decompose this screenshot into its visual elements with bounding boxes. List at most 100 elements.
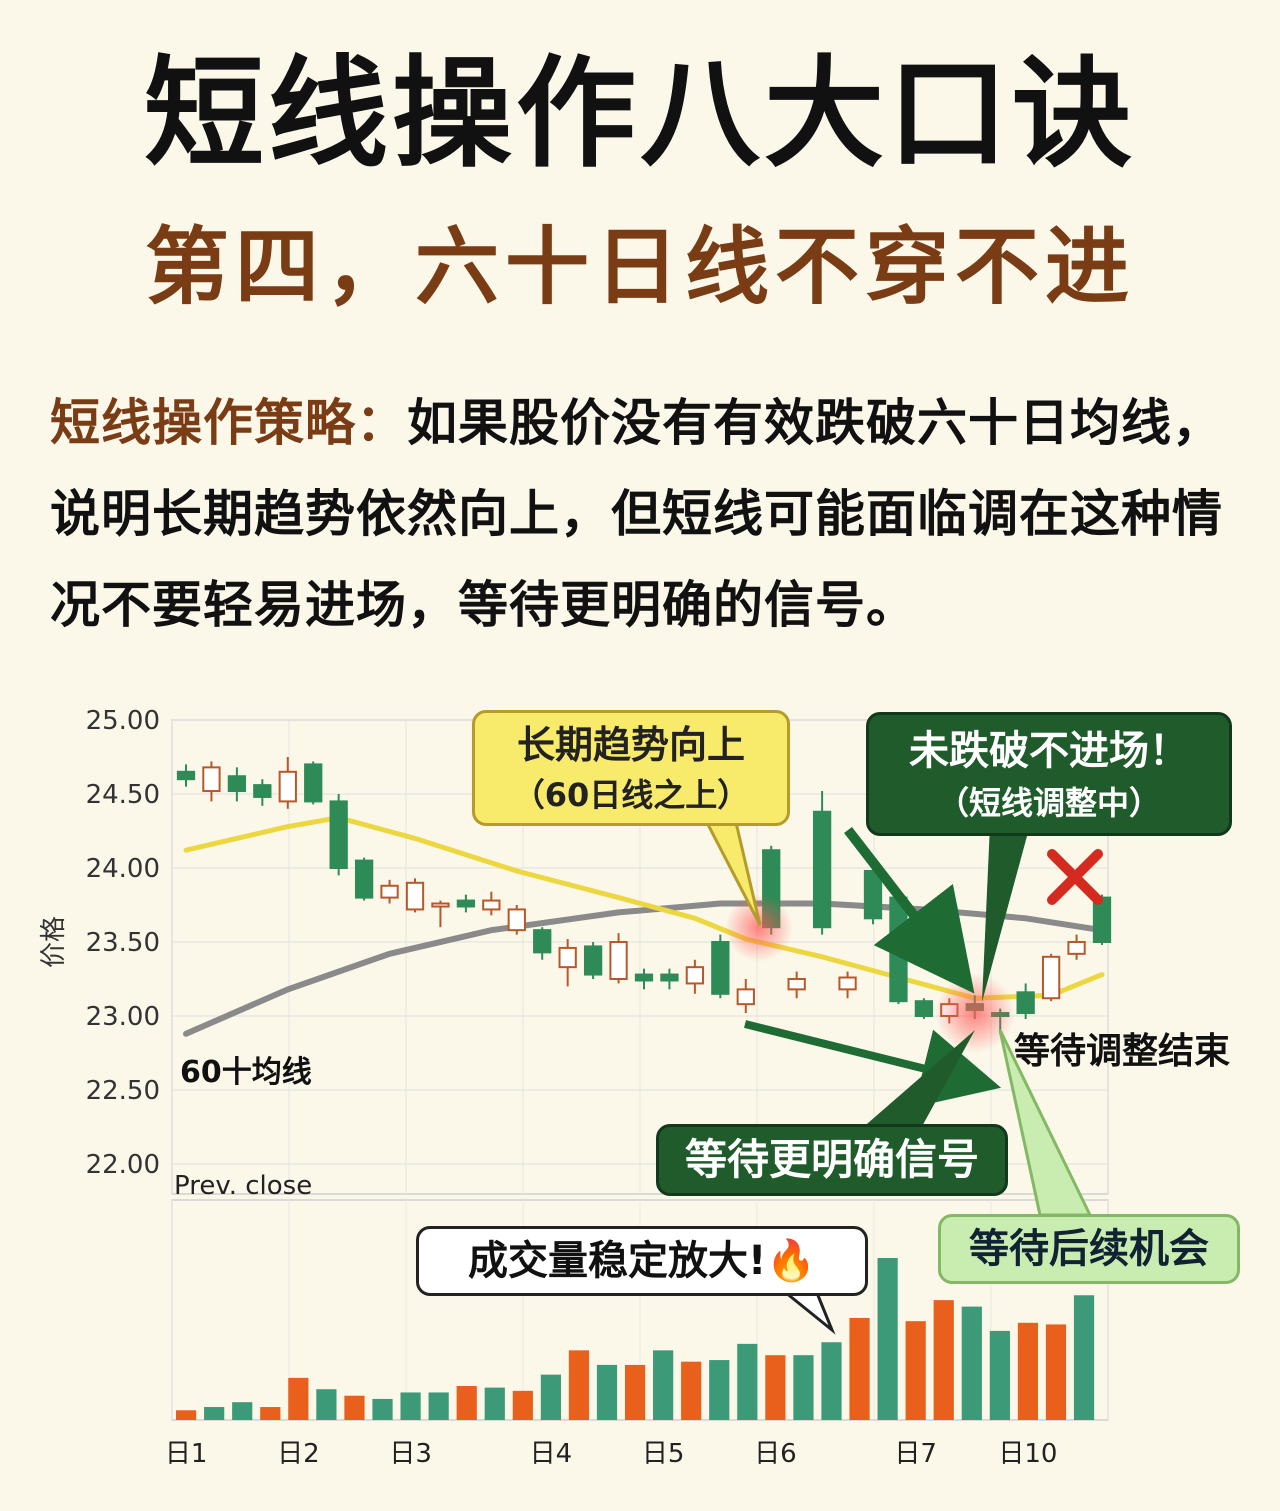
candle-body — [202, 766, 221, 793]
volume-bar — [737, 1343, 758, 1420]
candle-body — [482, 899, 501, 911]
candle-body — [736, 988, 755, 1006]
candle-body — [914, 1000, 934, 1018]
volume-bar — [344, 1395, 365, 1420]
callout-wait-adjust: 等待调整结束 — [1014, 1031, 1231, 1072]
volume-bar — [1073, 1295, 1095, 1420]
prev-close-label: Prev. close — [174, 1171, 312, 1201]
callout-pointer — [860, 1030, 975, 1130]
volume-bar — [1017, 1322, 1039, 1420]
candle-body — [1016, 991, 1035, 1015]
candle-body — [278, 770, 297, 803]
volume-bar — [288, 1377, 309, 1420]
volume-bar — [316, 1389, 337, 1420]
volume-bar — [877, 1258, 898, 1420]
arrow-to-uptrend — [844, 826, 975, 994]
volume-bar — [540, 1374, 561, 1420]
candle-body — [329, 800, 348, 869]
callout-volume: 成交量稳定放大!🔥 — [416, 1226, 868, 1296]
page-title: 短线操作八大口诀 — [144, 45, 1136, 184]
x-axis-labels: 日1 日2 日3 日4 日5 日6 日7 日10 — [165, 1439, 1058, 1469]
candle-body — [1041, 955, 1061, 1000]
y-tick-label: 23.00 — [86, 1002, 160, 1032]
x-tick-label: 日6 — [754, 1439, 797, 1469]
candle-body — [711, 941, 730, 995]
y-tick-label: 22.00 — [86, 1150, 160, 1180]
volume-bar — [849, 1317, 870, 1420]
strategy-body: 如果股价没有有效跌破六十日均线，说明长期趋势依然向上，但短线可能面临调在这种情况… — [50, 394, 1223, 634]
volume-bar — [1045, 1324, 1067, 1420]
x-tick-label: 日3 — [389, 1439, 432, 1469]
volume-bars — [176, 1258, 1095, 1420]
callout-no-break-line2: （短线调整中） — [936, 784, 1161, 822]
volume-bar — [512, 1390, 533, 1420]
callout-wait-opportunity: 等待后续机会 — [938, 1214, 1240, 1284]
volume-bar — [989, 1330, 1010, 1420]
volume-bar — [568, 1350, 590, 1420]
volume-bar — [372, 1398, 393, 1420]
volume-bar — [232, 1402, 253, 1420]
x-tick-label: 日10 — [998, 1439, 1057, 1469]
callout-no-break-line1: 未跌破不进场！ — [909, 728, 1189, 774]
candle-body — [176, 770, 196, 781]
y-tick-label: 23.50 — [86, 928, 160, 958]
y-tick-label: 24.00 — [86, 854, 160, 884]
volume-bar — [933, 1300, 954, 1420]
volume-bar — [484, 1387, 505, 1420]
ma-line-gray — [183, 900, 1105, 1037]
candle-body — [685, 966, 705, 985]
volume-bar — [709, 1360, 730, 1420]
candle-body — [507, 908, 526, 932]
volume-bar — [624, 1364, 646, 1420]
page-subtitle: 第四，六十日线不穿不进 — [144, 218, 1135, 316]
candle-body — [354, 859, 374, 899]
volume-bar — [400, 1392, 421, 1420]
callout-uptrend: 长期趋势向上 （60日线之上） — [472, 710, 790, 826]
x-tick-label: 日5 — [642, 1439, 685, 1469]
volume-bar — [653, 1350, 674, 1420]
callout-wait-signal: 等待更明确信号 — [656, 1124, 1008, 1196]
candle-body — [405, 881, 425, 911]
x-tick-label: 日4 — [530, 1439, 573, 1469]
callout-pointer — [982, 825, 1030, 1002]
x-tick-label: 日1 — [165, 1439, 208, 1469]
candle-body — [812, 810, 832, 929]
candle-body — [583, 945, 603, 976]
volume-bar — [428, 1392, 449, 1420]
callout-uptrend-line1: 长期趋势向上 — [516, 723, 745, 767]
volume-bar — [596, 1364, 618, 1420]
strategy-paragraph: 短线操作策略：如果股价没有有效跌破六十日均线，说明长期趋势依然向上，但短线可能面… — [50, 378, 1260, 651]
candle-body — [253, 784, 272, 798]
candle-body — [304, 763, 323, 803]
x-tick-label: 日2 — [277, 1439, 320, 1469]
volume-bar — [765, 1355, 786, 1420]
candle-body — [533, 929, 552, 954]
volume-bar — [821, 1342, 842, 1420]
candle-body — [1067, 941, 1086, 955]
candle-body — [787, 978, 806, 991]
candle-body — [558, 946, 577, 969]
candle-body — [609, 941, 628, 980]
ma-label: 60十均线 — [180, 1055, 312, 1090]
red-cross-icon — [1047, 849, 1103, 905]
y-tick-label: 22.50 — [86, 1076, 160, 1106]
volume-bar — [176, 1410, 197, 1420]
volume-bar — [456, 1385, 477, 1420]
callout-uptrend-line2: （60日线之上） — [512, 776, 750, 814]
y-tick-label: 25.00 — [86, 706, 160, 736]
volume-bar — [681, 1361, 702, 1420]
candle-body — [380, 884, 399, 899]
volume-bar — [905, 1321, 926, 1420]
candle-body — [431, 902, 450, 908]
x-tick-label: 日7 — [894, 1439, 937, 1469]
candle-body — [660, 973, 679, 982]
candle-body — [634, 973, 654, 982]
strategy-lead: 短线操作策略： — [50, 394, 407, 452]
candle-body — [227, 775, 247, 793]
candle-body — [863, 869, 883, 920]
volume-bar — [204, 1407, 225, 1420]
callout-no-break: 未跌破不进场！ （短线调整中） — [866, 712, 1232, 836]
candle-body — [838, 976, 857, 991]
y-axis-label: 价格 — [39, 916, 69, 968]
volume-bar — [260, 1407, 281, 1420]
